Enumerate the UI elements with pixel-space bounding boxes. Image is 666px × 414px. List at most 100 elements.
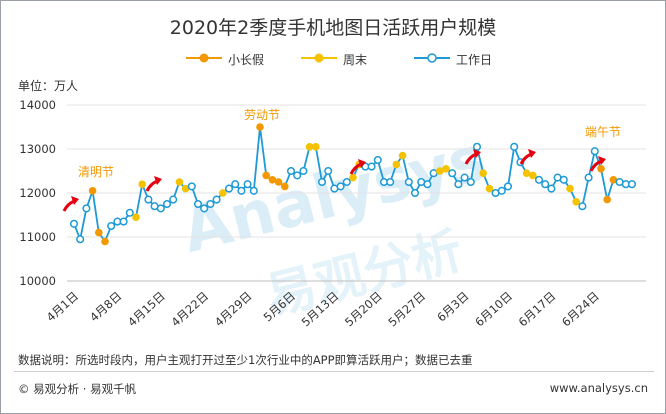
trend-arrow-icon (519, 149, 536, 165)
legend-item-workday: 工作日 (414, 51, 524, 67)
workday-point (206, 199, 215, 209)
workday-point (627, 180, 637, 189)
workday-point (423, 180, 432, 189)
holiday-point (597, 165, 605, 173)
workday-point (125, 208, 134, 217)
website-link[interactable]: www.analysys.cn (549, 381, 648, 395)
workday-point (590, 147, 599, 156)
workday-point (466, 177, 475, 187)
legend-swatch-workday (414, 53, 450, 63)
workday-point (541, 180, 550, 189)
workday-point (497, 186, 506, 195)
weekend-point (175, 178, 184, 186)
workday-point (429, 169, 438, 178)
workday-point (162, 199, 172, 209)
workday-point (367, 162, 376, 171)
weekend-point (572, 198, 580, 206)
weekend-point (181, 184, 190, 193)
unit-label: 单位：万人 (18, 79, 79, 93)
weekend-point (219, 189, 227, 197)
workday-point (299, 166, 308, 176)
workday-point (243, 180, 252, 189)
holiday-point (609, 176, 618, 184)
x-tick-label: 6月3日 (434, 289, 471, 325)
workday-point (534, 175, 544, 184)
workday-point (107, 221, 116, 231)
trend-arrow-icon (145, 176, 162, 192)
holiday-point (88, 187, 97, 195)
y-tick-label: 10000 (19, 274, 56, 288)
workday-point (293, 171, 302, 180)
trend-arrow-icon (349, 159, 366, 175)
weekend-point (132, 213, 140, 221)
legend-label-workday: 工作日 (456, 53, 493, 67)
workday-point (510, 142, 519, 151)
weekend-point (529, 171, 537, 180)
weekend-point (566, 184, 574, 193)
weekend-point (138, 180, 146, 188)
holiday-annotation: 清明节 (78, 165, 114, 179)
weekend-point (305, 143, 314, 151)
footnote: 数据说明：所选时段内，用户主观打开过至少1次行业中的APP即算活跃用户；数据已去… (18, 353, 473, 367)
workday-point (373, 155, 382, 165)
x-tick-label: 6月17日 (516, 289, 559, 329)
weekend-point (349, 173, 357, 182)
legend-swatch-weekend (301, 53, 337, 63)
workday-point (503, 182, 513, 191)
workday-point (69, 219, 79, 228)
chart-title: 2020年2季度手机地图日活跃用户规模 (169, 17, 497, 39)
holiday-point (268, 176, 277, 184)
weekend-point (398, 151, 407, 160)
workday-point (76, 235, 85, 244)
workday-point (119, 217, 128, 226)
workday-point (342, 177, 351, 187)
x-tick-label: 4月15日 (125, 289, 168, 329)
holiday-point (256, 123, 264, 131)
workday-point (231, 180, 240, 189)
y-axis-ticks: 10000 11000 12000 13000 14000 (19, 98, 56, 288)
y-tick-label: 14000 (19, 98, 56, 112)
holiday-point (274, 178, 283, 186)
trend-arrow-icon (62, 196, 79, 212)
workday-point (460, 173, 469, 182)
x-tick-label: 4月22日 (168, 289, 211, 329)
trend-arrow-icon (589, 156, 606, 172)
holiday-point (281, 182, 289, 191)
workday-point (454, 180, 463, 189)
workday-point (324, 166, 333, 176)
workday-point (249, 186, 258, 195)
grid-lines (67, 104, 646, 282)
workday-point (82, 204, 91, 213)
weekend-point (442, 165, 450, 173)
holiday-point (101, 237, 109, 246)
weekend-point (392, 160, 401, 169)
holiday-annotation: 端午节 (585, 125, 621, 139)
data-points (69, 123, 637, 246)
workday-point (317, 177, 327, 187)
x-tick-label: 6月10日 (472, 289, 515, 329)
workday-point (584, 173, 593, 182)
workday-point (237, 186, 246, 195)
legend-swatch-holiday (186, 53, 222, 63)
workday-point (336, 182, 345, 191)
x-tick-label: 4月8日 (87, 289, 124, 325)
x-tick-label: 4月1日 (44, 289, 81, 325)
legend-item-holiday: 小长假 (186, 51, 276, 67)
y-tick-label: 12000 (19, 186, 56, 200)
y-tick-label: 11000 (19, 230, 56, 244)
workday-point (578, 202, 587, 211)
workday-point (404, 177, 413, 187)
weekend-point (522, 169, 531, 177)
workday-point (448, 169, 457, 178)
weekend-point (479, 169, 488, 177)
weekend-point (436, 167, 444, 175)
holiday-point (603, 195, 611, 204)
workday-point (410, 188, 420, 198)
workday-point (559, 175, 568, 184)
x-tick-label: 6月24日 (559, 289, 602, 329)
workday-point (156, 204, 165, 213)
weekend-point (485, 184, 494, 193)
workday-point (212, 195, 221, 204)
